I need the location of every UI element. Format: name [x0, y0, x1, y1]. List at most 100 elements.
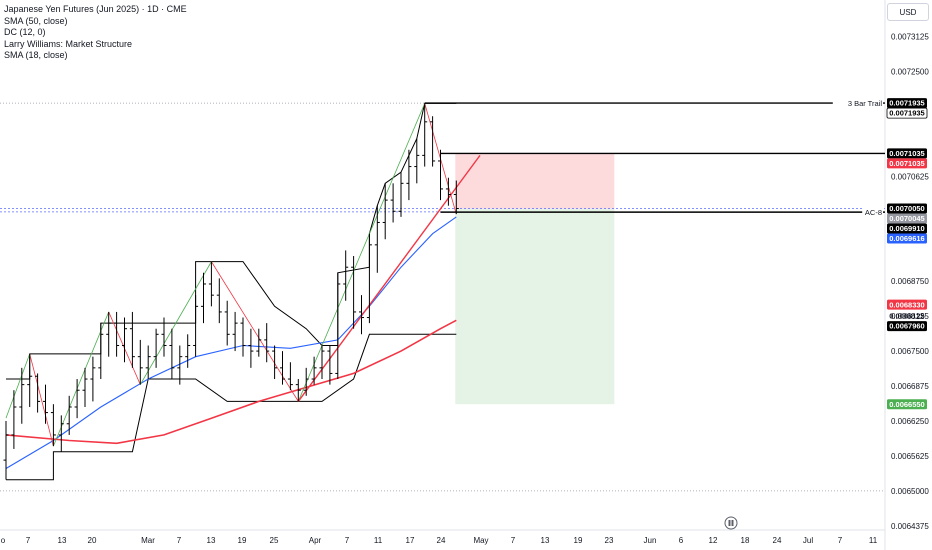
watermark-glyph [731, 520, 734, 526]
ohlc-bar [359, 295, 364, 335]
ohlc-bar [216, 278, 222, 324]
ohlc-bar [122, 317, 127, 363]
ohlc-bar [319, 345, 325, 380]
ohlc-bar [114, 311, 120, 357]
ohlc-bar [303, 367, 309, 396]
donchian-lower-line [6, 333, 457, 481]
level-label: AC-8 [865, 208, 882, 217]
y-tick-label: 0.0072500 [891, 68, 929, 77]
price-label: 0.0068330 [887, 299, 927, 310]
ohlc-bar [382, 183, 388, 240]
price-label-box [886, 107, 928, 119]
ohlc-bar [3, 420, 9, 480]
price-label: 0.0069616 [887, 233, 927, 244]
ohlc-bar [74, 379, 80, 419]
price-label-box [887, 213, 927, 224]
ohlc-bar [58, 415, 64, 452]
legend-sma50[interactable]: SMA (50, close) [4, 15, 68, 26]
price-label: 0.0067960 [887, 321, 927, 332]
take-profit-zone[interactable] [455, 208, 615, 405]
ohlc-bar [445, 177, 451, 206]
trend-line[interactable] [297, 154, 481, 402]
price-label-text: 0.0071035 [889, 159, 924, 168]
ohlc-bar [374, 205, 380, 273]
structure-segment [139, 261, 212, 385]
ohlc-bar [137, 339, 143, 385]
y-tick-label: 0.0068750 [891, 277, 929, 286]
ohlc-bar [366, 233, 372, 324]
ohlc-bar [201, 272, 206, 324]
structure-segment [5, 353, 31, 419]
price-label-box [887, 203, 927, 214]
x-tick-label: 11 [869, 536, 878, 545]
ohlc-bar [453, 180, 459, 215]
watermark-circle [724, 516, 738, 530]
legend-market-structure[interactable]: Larry Williams: Market Structure [4, 38, 133, 49]
ohlc-bar [177, 345, 183, 385]
ohlc-bar [327, 345, 333, 385]
price-label-box [887, 148, 927, 159]
price-label: 0.0066550 [887, 399, 927, 410]
x-tick-label: 13 [541, 536, 550, 545]
y-tick-label: 0.0065000 [891, 487, 929, 496]
price-label-text: 0.0071035 [889, 149, 924, 158]
price-label: 0.0068125 [889, 312, 924, 321]
ohlc-bar [11, 390, 17, 449]
watermark-glyph [728, 520, 731, 526]
ohlc-bar [129, 311, 135, 368]
level-label-bg [832, 98, 883, 109]
ohlc-bar [240, 317, 246, 357]
ohlc-bar [19, 367, 25, 424]
price-label: 0.0070050 [887, 203, 927, 214]
legend-sma18[interactable]: SMA (18, close) [4, 50, 68, 60]
ohlc-bar [272, 345, 278, 380]
ohlc-bar [311, 356, 317, 385]
ohlc-bar [232, 311, 238, 352]
x-tick-label: 11 [374, 536, 383, 545]
ohlc-bar [295, 379, 301, 402]
legend-donchian[interactable]: DC (12, 0) [4, 27, 46, 37]
ohlc-bar [406, 149, 412, 201]
y-tick-label: 0.0066250 [891, 417, 929, 426]
x-tick-label: Mar [141, 536, 155, 545]
ohlc-bar [145, 345, 151, 380]
price-label: 0.0070045 [887, 213, 927, 224]
ohlc-bar [438, 149, 443, 201]
level-label-bg [862, 207, 883, 218]
ohlc-bar [264, 323, 270, 363]
x-tick-label: 7 [26, 536, 31, 545]
structure-segment [211, 261, 299, 402]
y-tick-label: 0.0064375 [891, 522, 929, 531]
x-tick-label: 24 [437, 536, 446, 545]
ohlc-bar [287, 362, 293, 391]
price-label-text: 0.0069910 [889, 224, 924, 233]
level-label: 3 Bar Trail [848, 99, 883, 108]
price-label-text: 0.0071935 [889, 109, 924, 118]
price-label-text: 0.0067960 [889, 322, 924, 331]
donchian-upper-line [6, 102, 457, 380]
x-tick-label: May [473, 536, 488, 545]
stop-loss-zone[interactable] [455, 153, 615, 209]
price-label-text: 0.0069616 [889, 234, 924, 243]
ohlc-bar [398, 172, 404, 217]
price-label-box [887, 299, 927, 310]
price-label-box [887, 321, 927, 332]
ohlc-bar [193, 295, 199, 357]
sma50-line [5, 319, 457, 445]
x-tick-label: 13 [207, 536, 216, 545]
price-label: 0.0069910 [887, 223, 927, 234]
y-tick-label: 0.0068125 [891, 312, 929, 321]
sma18-line [5, 216, 457, 469]
price-label-box [887, 233, 927, 244]
x-tick-label: 20 [88, 536, 97, 545]
price-label-text: 0.0071935 [889, 99, 924, 108]
tradingview-logo-icon [724, 516, 738, 530]
currency-button[interactable]: USD [887, 3, 929, 21]
y-tick-label: 0.0073125 [891, 33, 929, 42]
ohlc-bar [256, 328, 262, 357]
x-tick-label: 19 [238, 536, 247, 545]
x-tick-label: 7 [177, 536, 182, 545]
ohlc-bar [430, 116, 436, 167]
ohlc-bar [280, 351, 285, 385]
